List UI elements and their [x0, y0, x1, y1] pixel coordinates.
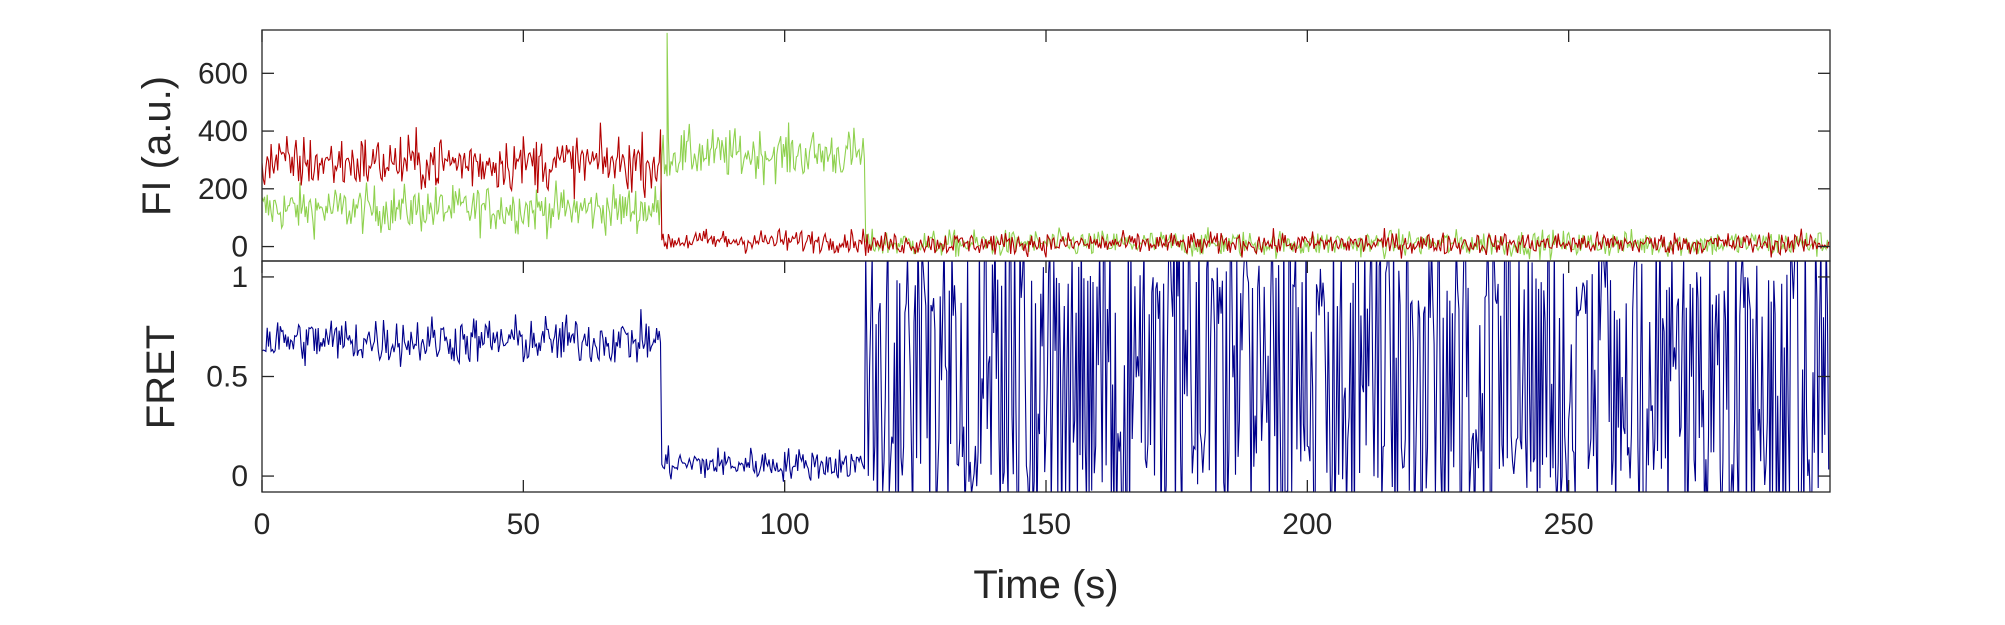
y-tick-label: 0.5	[206, 361, 248, 394]
x-tick-label: 50	[507, 508, 540, 541]
fluorescence-y-axis-label: FI (a.u.)	[135, 76, 179, 216]
fret-axis-ticks: 00.510 50 100 150 200 250	[206, 30, 1830, 541]
fret-y-axis-label: FRET	[139, 325, 183, 429]
x-tick-label: 0	[254, 508, 271, 541]
x-tick-label: 150	[1021, 508, 1071, 541]
x-axis-label: Time (s)	[973, 563, 1118, 607]
y-tick-label: 200	[198, 173, 248, 206]
y-tick-label: 400	[198, 115, 248, 148]
x-tick-label: 250	[1544, 508, 1594, 541]
x-tick-label: 200	[1282, 508, 1332, 541]
y-tick-label: 600	[198, 57, 248, 90]
fret-axes-frame	[261, 260, 1831, 493]
fret-trace-line	[262, 261, 1830, 492]
y-tick-label: 1	[231, 261, 248, 294]
fluorescence-traces	[262, 32, 1830, 261]
donor-trace	[262, 32, 1830, 261]
fret-trace	[262, 261, 1830, 492]
y-tick-label: 0	[231, 460, 248, 493]
fluorescence-y-ticks: 0 200 400 600	[198, 57, 1830, 264]
acceptor-trace	[262, 122, 1830, 259]
x-tick-label: 100	[760, 508, 810, 541]
fret-panel: 00.510 50 100 150 200 250 FRET Time (s)	[139, 30, 1831, 607]
y-tick-label: 0	[231, 231, 248, 264]
